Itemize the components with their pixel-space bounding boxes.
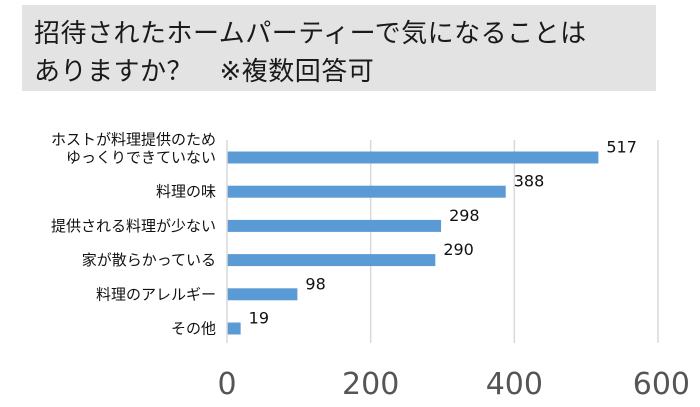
category-label-5-0: その他 [171, 320, 216, 338]
bar-5 [227, 322, 241, 335]
title-box: 招待されたホームパーティーで気になることは ありますか？ ※複数回答可 [22, 5, 656, 91]
category-label-2-0: 提供される料理が少ない [51, 217, 216, 235]
category-label-1-0: 料理の味 [156, 183, 216, 201]
tick-label-0: 0 [217, 367, 236, 402]
category-label-4-0: 料理のアレルギー [96, 285, 216, 303]
tick-label-600: 600 [633, 367, 690, 402]
chart-title-line-2: ありますか？ ※複数回答可 [34, 57, 375, 87]
tick-label-400: 400 [486, 367, 543, 402]
bar-1 [227, 185, 506, 198]
tick-label-200: 200 [342, 367, 399, 402]
chart-title-line-1: 招待されたホームパーティーで気になることは [34, 19, 587, 49]
bar-0 [227, 151, 599, 164]
category-label-0-0: ホストが料理提供のため [51, 131, 216, 149]
bar-3 [227, 254, 436, 267]
bar-4 [227, 288, 298, 301]
category-label-3-0: 家が散らかっている [82, 251, 216, 269]
bar-2 [227, 219, 442, 232]
category-label-0-1: ゆっくりできていない [66, 149, 216, 167]
value-label-0: 517 [606, 138, 637, 157]
value-label-5: 19 [249, 309, 269, 328]
value-label-1: 388 [514, 172, 545, 191]
value-label-3: 290 [443, 240, 474, 259]
value-label-4: 98 [305, 274, 325, 293]
value-label-2: 298 [449, 206, 480, 225]
